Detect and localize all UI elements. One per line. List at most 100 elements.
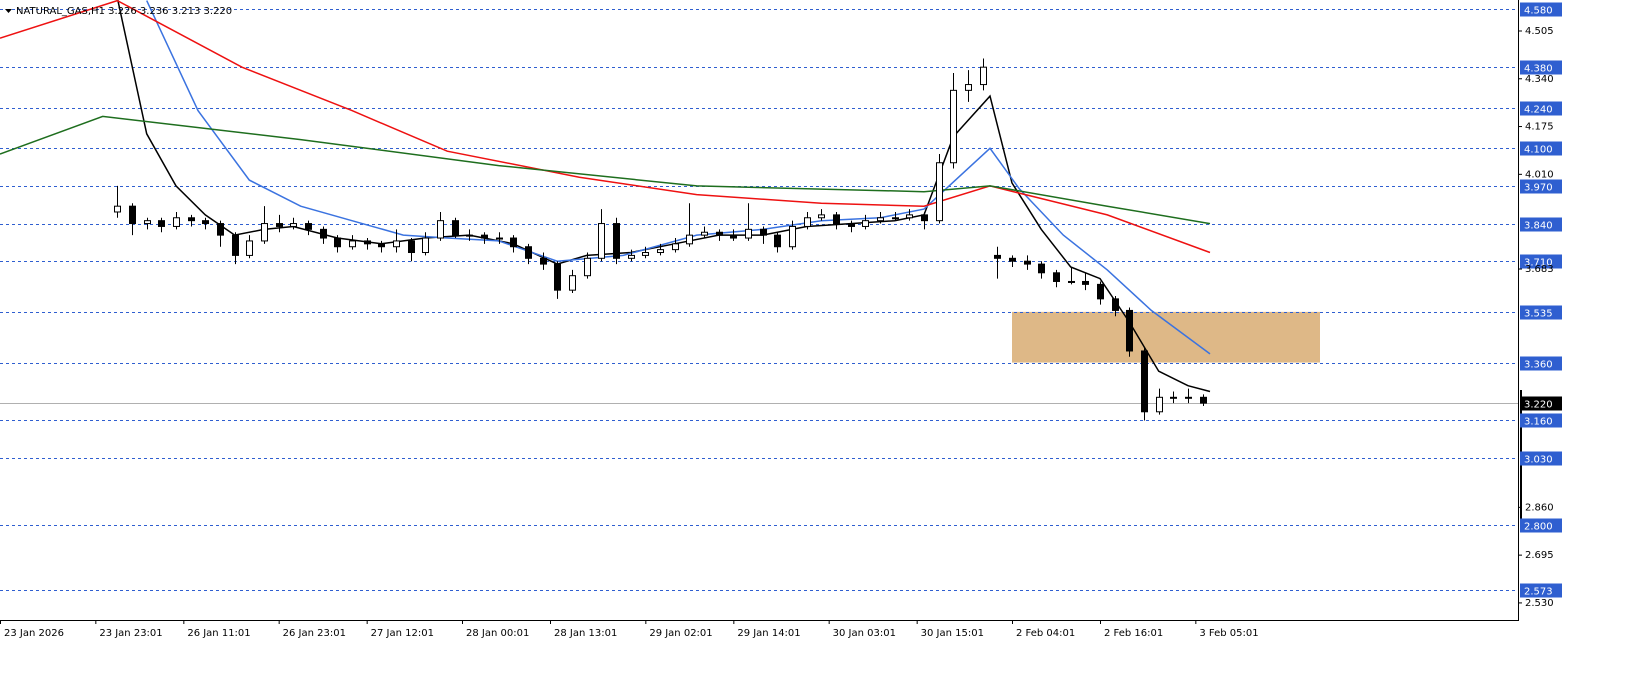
menu-triangle[interactable] (5, 9, 12, 13)
level-label: 3.840 (1524, 221, 1553, 232)
chart-title: NATURAL_GAS,H1 3.226 3.236 3.213 3.220 (16, 6, 232, 17)
candle-body (730, 234, 737, 239)
x-tick-label: 30 Jan 03:01 (833, 628, 896, 639)
candle-body (232, 234, 239, 256)
candle-body (408, 240, 415, 254)
candle-body (584, 257, 591, 277)
level-label-box (1520, 518, 1562, 533)
candle-body (452, 220, 459, 236)
level-label: 4.100 (1524, 145, 1553, 156)
candle-body (701, 231, 708, 236)
candle-body (672, 243, 679, 251)
candle-body (1141, 350, 1148, 413)
candle-body (760, 228, 767, 236)
x-tick-label: 2 Feb 16:01 (1104, 628, 1163, 639)
candle-body (202, 220, 209, 225)
candle-body (906, 214, 913, 219)
level-label-box (1520, 254, 1562, 269)
y-tick-label: 4.010 (1525, 169, 1554, 180)
candle-body (481, 234, 488, 239)
level-label: 4.240 (1524, 105, 1553, 116)
candle-body (965, 84, 972, 91)
candle-body (789, 225, 796, 248)
current-price-box (1520, 396, 1562, 411)
candle-body (1156, 396, 1163, 413)
candle-body (716, 231, 723, 236)
candle-body (686, 234, 693, 245)
candle-body (1185, 396, 1192, 399)
candle-body (554, 263, 561, 291)
candle-body (290, 223, 297, 227)
current-price-label: 3.220 (1524, 400, 1553, 411)
candle-body (862, 220, 869, 227)
y-tick-label: 2.695 (1525, 550, 1554, 561)
x-tick-label: 2 Feb 04:01 (1016, 628, 1075, 639)
candle-body (188, 217, 195, 222)
candle-body (657, 249, 664, 254)
moving-average (0, 115, 1211, 225)
x-tick-label: 23 Jan 2026 (4, 628, 64, 639)
level-label: 3.030 (1524, 455, 1553, 466)
candle-body (613, 223, 620, 259)
level-label: 3.710 (1524, 258, 1553, 269)
level-label-box (1520, 356, 1562, 371)
candle-body (510, 237, 517, 248)
level-label-box (1520, 451, 1562, 466)
x-tick-label: 3 Feb 05:01 (1199, 628, 1258, 639)
level-label: 3.970 (1524, 183, 1553, 194)
candle-body (129, 205, 136, 225)
candle-body (774, 234, 781, 248)
candle-body (378, 243, 385, 248)
candle-body (320, 228, 327, 239)
level-label-box (1520, 583, 1562, 598)
candle-body (261, 223, 268, 242)
x-tick-label: 29 Jan 14:01 (737, 628, 800, 639)
x-tick-label: 27 Jan 12:01 (371, 628, 434, 639)
candle-body (173, 217, 180, 227)
level-label: 4.580 (1524, 6, 1553, 17)
candle-body (422, 237, 429, 254)
candle-body (437, 220, 444, 239)
candle-body (1038, 263, 1045, 274)
level-label: 3.535 (1524, 309, 1553, 320)
x-tick-label: 28 Jan 13:01 (554, 628, 617, 639)
candle-body (1068, 280, 1075, 283)
candle-body (804, 217, 811, 227)
candle-body (848, 223, 855, 227)
candle-body (1009, 257, 1016, 262)
candle-body (892, 217, 899, 220)
level-label-box (1520, 413, 1562, 428)
candle-body (1112, 298, 1119, 311)
candle-body (540, 257, 547, 265)
candle-body (525, 246, 532, 259)
candle-body (349, 240, 356, 248)
y-tick-label: 4.175 (1525, 122, 1554, 133)
candle-body (393, 240, 400, 248)
x-tick-label: 26 Jan 11:01 (187, 628, 250, 639)
x-tick-label: 23 Jan 23:01 (99, 628, 162, 639)
level-label-box (1520, 305, 1562, 320)
y-tick-label: 2.530 (1525, 598, 1554, 609)
candle-body (1053, 272, 1060, 282)
level-label-box (1520, 141, 1562, 156)
x-tick-label: 29 Jan 02:01 (649, 628, 712, 639)
y-tick-label: 4.340 (1525, 74, 1554, 85)
zone (1012, 311, 1320, 363)
candle-body (364, 240, 371, 245)
candle-body (1200, 396, 1207, 404)
level-label-box (1520, 217, 1562, 232)
candle-body (628, 254, 635, 259)
candle-body (334, 237, 341, 248)
candle-body (950, 89, 957, 164)
y-tick-label: 3.683 (1525, 264, 1554, 275)
candle-body (1024, 260, 1031, 265)
level-label: 3.360 (1524, 360, 1553, 371)
candle-body (936, 162, 943, 222)
candle-body (305, 223, 312, 230)
candle-body (114, 205, 121, 213)
candle-body (1126, 309, 1133, 352)
candle-body (496, 237, 503, 240)
x-tick-label: 30 Jan 15:01 (921, 628, 984, 639)
